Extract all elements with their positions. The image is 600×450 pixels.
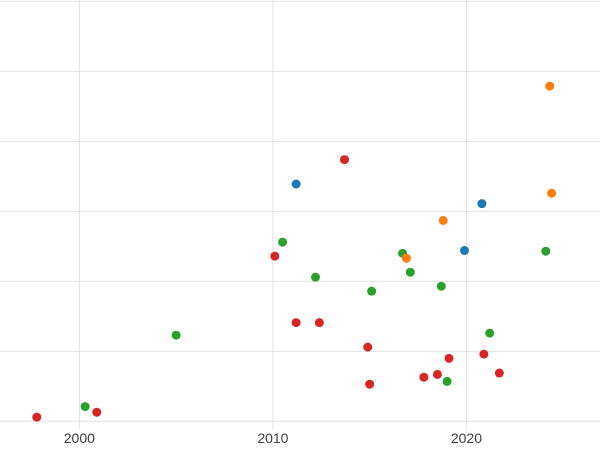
data-point-green xyxy=(442,376,452,386)
data-point-orange xyxy=(547,188,557,198)
data-point-green xyxy=(278,237,288,247)
data-point-red xyxy=(314,318,324,328)
data-point-red xyxy=(494,368,504,378)
data-point-blue xyxy=(460,246,470,256)
x-tick-label: 2000 xyxy=(64,430,95,446)
data-point-green xyxy=(436,281,446,291)
data-point-red xyxy=(419,372,429,382)
x-tick-label: 2020 xyxy=(451,430,482,446)
data-point-green xyxy=(171,330,181,340)
data-point-red xyxy=(92,407,102,417)
data-point-red xyxy=(270,251,280,261)
data-point-green xyxy=(80,402,90,412)
data-point-red xyxy=(32,412,42,422)
data-point-red xyxy=(365,379,375,389)
data-point-red xyxy=(479,349,489,359)
data-point-blue xyxy=(291,179,301,189)
data-point-green xyxy=(405,267,415,277)
data-point-orange xyxy=(545,81,555,91)
data-point-red xyxy=(340,155,350,165)
data-point-red xyxy=(432,369,442,379)
data-point-green xyxy=(485,328,495,338)
x-tick-label: 2010 xyxy=(257,430,288,446)
data-point-green xyxy=(310,272,320,282)
data-point-orange xyxy=(438,215,448,225)
data-point-red xyxy=(291,318,301,328)
data-point-orange xyxy=(401,253,411,263)
data-point-red xyxy=(363,342,373,352)
data-point-blue xyxy=(477,199,487,209)
data-point-green xyxy=(367,286,377,296)
data-point-green xyxy=(541,246,551,256)
data-point-red xyxy=(444,353,454,363)
